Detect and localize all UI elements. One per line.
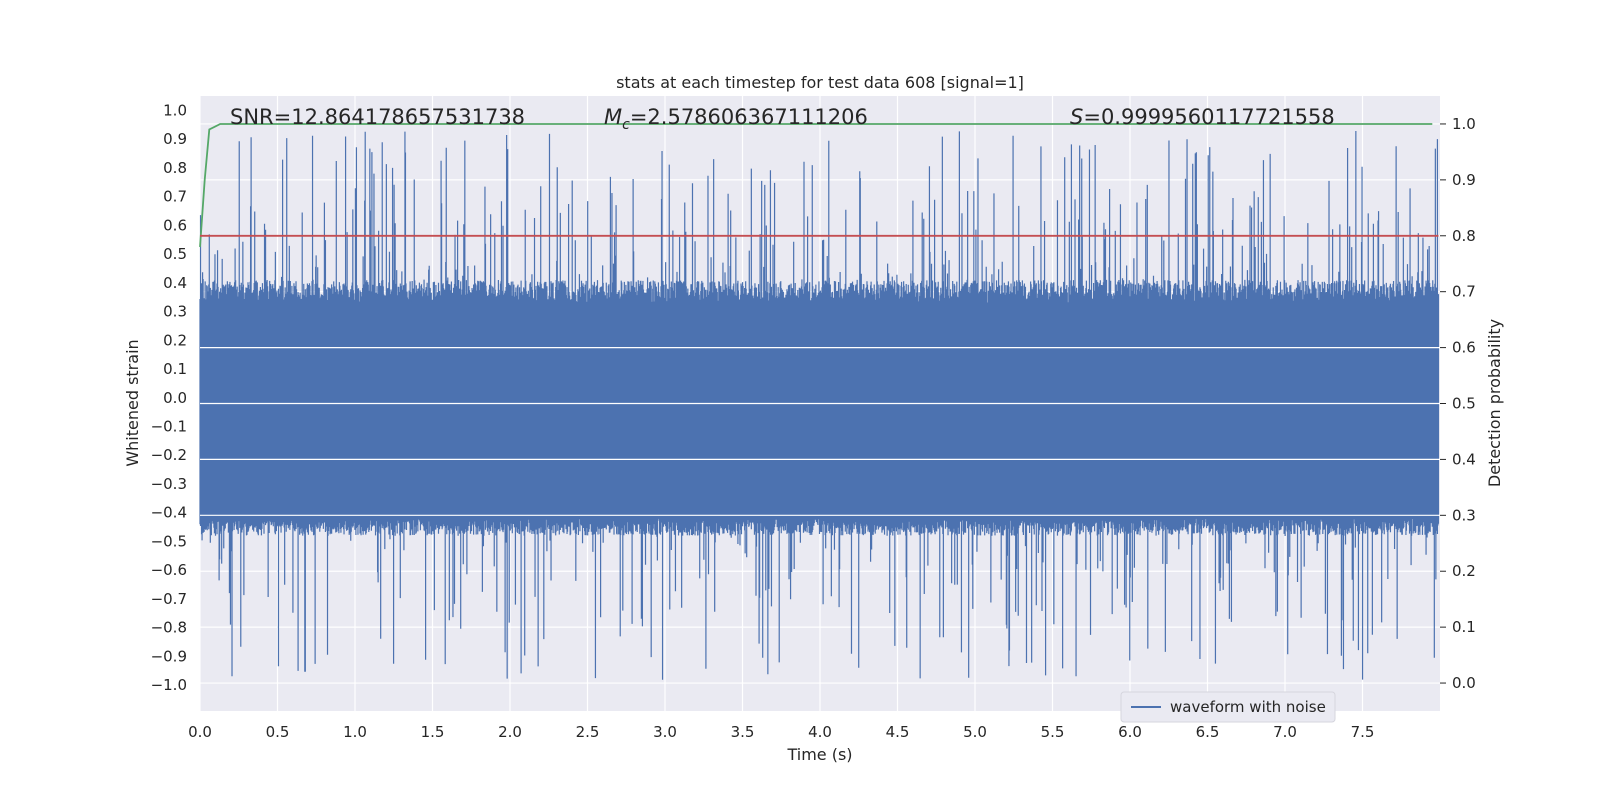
x-tick-label: 4.5 — [886, 723, 910, 741]
chirp-mass-subscript: c — [622, 117, 630, 133]
x-tick-label: 7.0 — [1273, 723, 1297, 741]
y-axis-ticks: 1.0 0.9 0.8 0.7 0.6 0.5 0.4 0.3 0.2 0.1 0.0 −0.1 −0.… — [151, 101, 187, 694]
y-tick-label: 1.0 — [163, 101, 187, 119]
y-tick-label: −0.7 — [151, 590, 187, 608]
y-tick-label: 0.7 — [163, 188, 187, 206]
chirp-mass-value: =2.578606367111206 — [630, 105, 868, 129]
legend-box — [1120, 691, 1336, 723]
y-tick-label: 0.8 — [163, 159, 187, 177]
chart-title: stats at each timestep for test data 608… — [616, 73, 1024, 92]
legend-label: waveform with noise — [1170, 698, 1326, 716]
x-tick-label: 7.5 — [1351, 723, 1375, 741]
y2-tick-label: 1.0 — [1452, 115, 1476, 133]
y2-tick-label: 0.3 — [1452, 506, 1476, 524]
x-axis-label: Time (s) — [786, 745, 852, 764]
y-tick-label: 0.6 — [163, 216, 187, 234]
y-tick-label: −0.8 — [151, 619, 187, 637]
y-tick-label: 0.1 — [163, 360, 187, 378]
y-tick-label: 0.2 — [163, 331, 187, 349]
score-symbol: S — [1070, 105, 1083, 129]
x-tick-label: 0.0 — [188, 723, 212, 741]
x-tick-label: 6.5 — [1196, 723, 1220, 741]
x-tick-label: 6.0 — [1118, 723, 1142, 741]
x-tick-label: 1.0 — [343, 723, 367, 741]
y2-tick-label: 0.7 — [1452, 283, 1476, 301]
y-axis-label: Whitened strain — [123, 339, 142, 466]
probability-series — [199, 123, 1439, 248]
y-tick-label: −0.9 — [151, 647, 187, 665]
y-tick-label: −0.3 — [151, 475, 187, 493]
score-annotation: S=0.9999560117721558 — [1070, 105, 1335, 129]
x-tick-label: 5.0 — [963, 723, 987, 741]
x-tick-label: 0.5 — [266, 723, 290, 741]
x-tick-label: 3.5 — [731, 723, 755, 741]
y2-tick-label: 0.1 — [1452, 618, 1476, 636]
chirp-mass-symbol: M — [604, 105, 622, 129]
x-tick-label: 5.5 — [1041, 723, 1065, 741]
y-tick-label: 0.0 — [163, 389, 187, 407]
y2-tick-label: 0.6 — [1452, 339, 1476, 357]
y2-tick-label: 0.0 — [1452, 674, 1476, 692]
y-tick-label: −0.1 — [151, 417, 187, 435]
x-tick-label: 1.5 — [421, 723, 445, 741]
x-tick-label: 2.0 — [498, 723, 522, 741]
y-tick-label: 0.5 — [163, 245, 187, 263]
score-value: =0.9999560117721558 — [1083, 105, 1334, 129]
y-tick-label: −0.6 — [151, 561, 187, 579]
y2-tick-label: 0.5 — [1452, 395, 1476, 413]
snr-annotation: SNR=12.864178657531738 — [230, 105, 525, 129]
x-tick-label: 2.5 — [576, 723, 600, 741]
y-tick-label: −0.5 — [151, 532, 187, 550]
legend: waveform with noise — [1120, 691, 1336, 723]
y2-axis-label: Detection probability — [1485, 319, 1504, 487]
y-tick-label: −0.4 — [151, 504, 187, 522]
y-tick-label: 0.9 — [163, 130, 187, 148]
y2-tick-label: 0.9 — [1452, 171, 1476, 189]
x-tick-label: 3.0 — [653, 723, 677, 741]
detection-probability-line — [199, 123, 1433, 248]
y-tick-label: 0.3 — [163, 303, 187, 321]
y2-tick-label: 0.2 — [1452, 562, 1476, 580]
y2-axis-ticks: 1.0 0.9 0.8 0.7 0.6 0.5 0.4 0.3 0.2 0.1 0.0 — [1440, 115, 1476, 692]
y-tick-label: −0.2 — [151, 446, 187, 464]
y2-tick-label: 0.8 — [1452, 227, 1476, 245]
waveform-series — [199, 131, 1440, 680]
waveform-band — [200, 308, 1439, 513]
x-axis-ticks: 0.0 0.5 1.0 1.5 2.0 2.5 3.0 3.5 4.0 4.5 5.0 5.5 6.0 6… — [188, 723, 1374, 741]
y-tick-label: 0.4 — [163, 274, 187, 292]
y2-tick-label: 0.4 — [1452, 450, 1476, 468]
y-tick-label: −1.0 — [151, 676, 187, 694]
x-tick-label: 4.0 — [808, 723, 832, 741]
chirp-mass-annotation: Mc=2.578606367111206 — [604, 105, 868, 133]
